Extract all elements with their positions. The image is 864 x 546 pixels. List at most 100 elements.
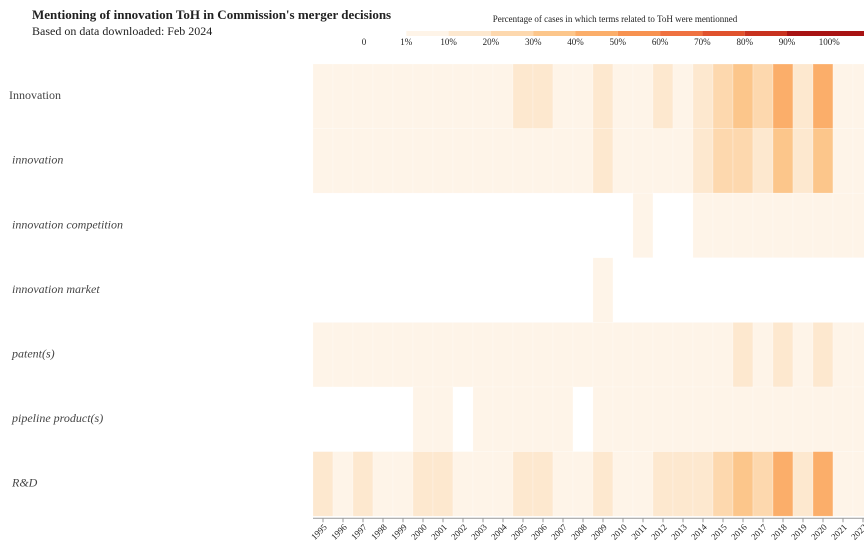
heatmap-cell [532, 192, 554, 259]
heatmap-cell [332, 451, 354, 517]
legend-swatch [660, 31, 703, 36]
heatmap-cell [592, 63, 614, 129]
heatmap-cell [392, 322, 414, 388]
heatmap-cell [372, 192, 394, 259]
heatmap-cell [312, 128, 334, 194]
heatmap-cell [572, 386, 594, 452]
heatmap-cell [772, 63, 794, 129]
legend-swatch [617, 31, 661, 36]
heatmap-cell [692, 128, 714, 194]
heatmap-cell [452, 63, 474, 129]
heatmap-cell [812, 451, 834, 517]
heatmap-cell [572, 451, 594, 517]
heatmap-cell [672, 63, 694, 129]
heatmap-cell [692, 386, 714, 452]
heatmap-cell [592, 192, 614, 259]
heatmap-cell [652, 192, 674, 259]
legend-tick-label: 50% [610, 37, 627, 47]
heatmap-cell [332, 192, 354, 259]
row-label: Innovation [9, 88, 61, 102]
legend-swatch [702, 31, 745, 36]
x-tick-label: 2015 [709, 522, 729, 542]
heatmap-cell [352, 128, 374, 194]
heatmap-cell [732, 322, 754, 388]
heatmap-cell [812, 128, 834, 194]
heatmap-cell [732, 128, 754, 194]
heatmap-cell [392, 192, 414, 259]
heatmap-cell [852, 63, 864, 129]
heatmap-cell [812, 63, 834, 129]
heatmap-cell [432, 257, 454, 323]
legend-tick-label: 40% [567, 37, 584, 47]
legend-tick-label: 0 [362, 37, 367, 47]
heatmap-cell [592, 322, 614, 388]
legend-tick-label: 10% [440, 37, 457, 47]
heatmap-cell [792, 128, 814, 194]
heatmap-cell [312, 257, 334, 323]
heatmap-cell [612, 192, 634, 259]
heatmap-cell [552, 63, 574, 129]
heatmap-cell [532, 322, 554, 388]
heatmap-cell [832, 128, 854, 194]
x-tick-label: 1999 [389, 522, 409, 542]
row-label: pipeline product(s) [11, 411, 103, 425]
heatmap-cell [492, 63, 514, 129]
heatmap-cell [352, 63, 374, 129]
heatmap-cell [512, 451, 534, 517]
heatmap-cell [412, 128, 434, 194]
heatmap-cell [672, 386, 694, 452]
heatmap-cell [512, 128, 534, 194]
heatmap-cell [832, 386, 854, 452]
legend-swatch [448, 31, 491, 36]
x-tick-label: 2018 [769, 522, 789, 542]
heatmap-cell [632, 63, 654, 129]
heatmap-cell [592, 257, 614, 323]
x-tick-label: 1995 [309, 522, 329, 542]
heatmap-cell [472, 128, 494, 194]
heatmap-cell [352, 386, 374, 452]
legend-swatch [575, 31, 618, 36]
x-tick-label: 2012 [649, 522, 669, 542]
heatmap-cell [572, 128, 594, 194]
x-tick-label: 2002 [449, 522, 469, 542]
heatmap-cell [352, 322, 374, 388]
heatmap-cell [712, 386, 734, 452]
legend-swatch [406, 31, 449, 36]
heatmap-cell [752, 322, 774, 388]
heatmap-cell [772, 128, 794, 194]
heatmap-cell [452, 386, 474, 452]
heatmap-cell [812, 192, 834, 259]
heatmap-cell [752, 257, 774, 323]
heatmap-cell [492, 322, 514, 388]
heatmap-cell [472, 63, 494, 129]
x-tick-label: 2000 [409, 522, 429, 542]
heatmap-cell [552, 451, 574, 517]
heatmap-cell [652, 128, 674, 194]
heatmap-cell [792, 192, 814, 259]
heatmap-cell [332, 128, 354, 194]
heatmap-cell [852, 386, 864, 452]
heatmap-cell [812, 386, 834, 452]
heatmap-cell [612, 386, 634, 452]
heatmap-cell [432, 192, 454, 259]
heatmap-cell [652, 63, 674, 129]
x-tick-label: 1996 [329, 522, 349, 542]
heatmap-cell [812, 322, 834, 388]
heatmap-cell [552, 128, 574, 194]
heatmap-cell [692, 63, 714, 129]
heatmap-cell [612, 128, 634, 194]
legend-tick-label: 60% [652, 37, 669, 47]
x-tick-label: 2016 [729, 522, 749, 542]
heatmap-cell [412, 257, 434, 323]
heatmap-cell [692, 451, 714, 517]
heatmap-cell [392, 63, 414, 129]
heatmap-cell [712, 257, 734, 323]
heatmap-cell [572, 63, 594, 129]
heatmap-cell [792, 63, 814, 129]
legend-tick-label: 90% [779, 37, 796, 47]
heatmap-cell [412, 451, 434, 517]
heatmap-cell [532, 63, 554, 129]
heatmap-cell [412, 192, 434, 259]
legend-title: Percentage of cases in which terms relat… [493, 14, 738, 24]
heatmap-cell [572, 192, 594, 259]
